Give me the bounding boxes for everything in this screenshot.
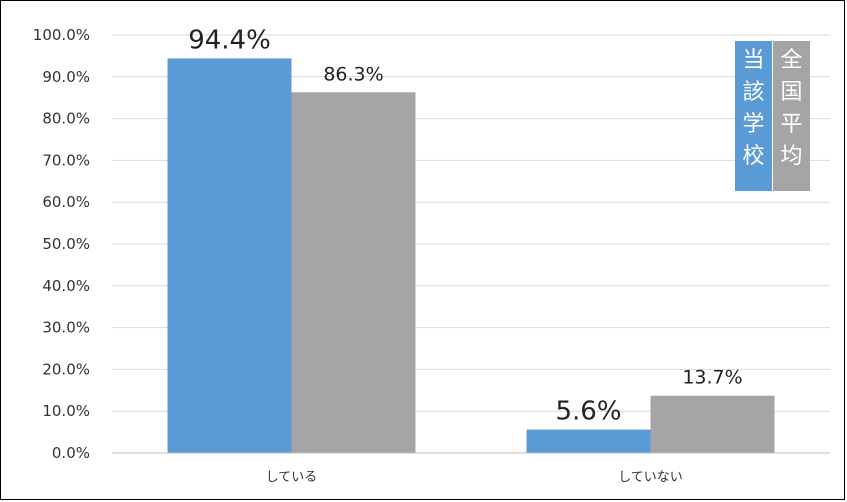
y-tick-label: 60.0%: [42, 193, 90, 211]
y-tick-label: 30.0%: [42, 319, 90, 337]
legend-label-char: 国: [780, 80, 802, 105]
legend-label-char: 学: [742, 112, 764, 137]
y-tick-label: 100.0%: [33, 26, 90, 44]
y-tick-label: 10.0%: [42, 402, 90, 420]
y-tick-label: 40.0%: [42, 277, 90, 295]
legend-swatch-school: [735, 41, 772, 191]
legend-label-char: 該: [742, 80, 764, 105]
y-tick-label: 20.0%: [42, 360, 90, 378]
legend-label-char: 平: [780, 112, 802, 137]
y-tick-label: 90.0%: [42, 68, 90, 86]
y-tick-label: 70.0%: [42, 151, 90, 169]
y-tick-label: 80.0%: [42, 110, 90, 128]
data-label: 5.6%: [555, 397, 621, 427]
y-tick-label: 0.0%: [52, 444, 90, 462]
legend-label-char: 当: [742, 48, 764, 73]
x-tick-label: している: [266, 470, 318, 485]
x-tick-label: していない: [618, 470, 683, 485]
legend-label-char: 均: [780, 144, 802, 169]
legend-label-char: 校: [742, 144, 764, 169]
data-label: 94.4%: [188, 25, 271, 55]
data-label: 86.3%: [323, 63, 383, 85]
bar-school-1: [526, 429, 651, 453]
y-tick-label: 50.0%: [42, 235, 90, 253]
bar-school-0: [167, 58, 292, 454]
data-label: 13.7%: [682, 367, 742, 389]
legend-label-char: 全: [780, 48, 802, 73]
bar-national-1: [650, 395, 775, 453]
legend-swatch-national: [773, 41, 810, 191]
bar-national-0: [291, 92, 416, 454]
